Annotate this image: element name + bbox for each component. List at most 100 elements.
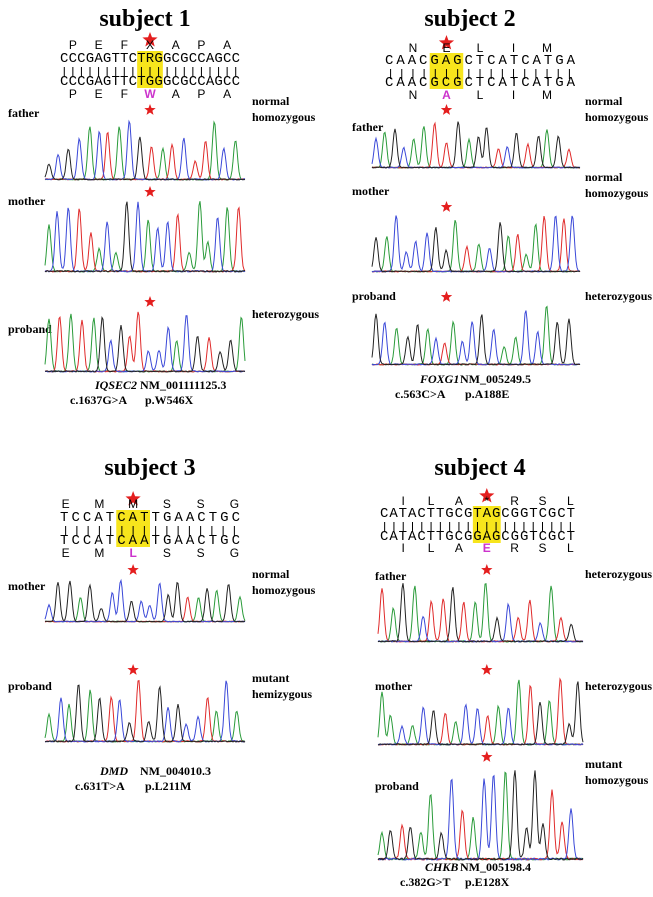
star (144, 186, 156, 197)
trace (377, 774, 584, 861)
cdna: c.382G>T (400, 875, 451, 889)
amino-acid: M (542, 88, 552, 102)
trace (44, 206, 246, 273)
amino-acid: A (223, 38, 231, 52)
trace (371, 126, 581, 169)
amino-acid: N (409, 41, 418, 55)
zygosity: heterozygous (252, 307, 319, 321)
sequence: CCCGAGTTCTGGGCGCCAGCC (60, 74, 240, 90)
zygosity: normal (252, 567, 290, 581)
gene: CHKB (425, 860, 458, 874)
amino-acid: A (442, 88, 451, 102)
amino-acid: R (510, 541, 519, 555)
amino-acid: W (144, 87, 156, 101)
amino-acid: E (62, 497, 70, 511)
panel-title: subject 1 (99, 6, 190, 32)
amino-acid: P (69, 87, 77, 101)
trace (44, 313, 246, 373)
star (144, 104, 156, 115)
panel-title: subject 3 (104, 455, 195, 481)
star (440, 104, 453, 115)
amino-acid: G (230, 546, 239, 560)
amino-acid: A (172, 87, 180, 101)
amino-acid: A (455, 494, 463, 508)
amino-acid: N (409, 88, 418, 102)
trace (371, 313, 581, 366)
star (125, 491, 141, 506)
zygosity: heterozygous (585, 289, 652, 303)
zygosity: heterozygous (585, 567, 652, 581)
trace (44, 120, 246, 181)
amino-acid: S (163, 546, 171, 560)
track-label: father (352, 120, 384, 134)
amino-acid: L (428, 494, 435, 508)
sequence: CCCGAGTTCTRGGCGCCAGCC (60, 51, 240, 67)
star (481, 751, 493, 762)
gene: FOXG1 (419, 372, 459, 386)
panel-title: subject 4 (434, 455, 525, 481)
amino-acid: M (542, 41, 552, 55)
zygosity: mutant (585, 757, 622, 771)
amino-acid: S (538, 494, 546, 508)
amino-acid: I (512, 88, 515, 102)
track-label: mother (8, 579, 46, 593)
amino-acid: L (477, 41, 484, 55)
star (440, 291, 453, 302)
zygosity: homozygous (585, 110, 649, 124)
track-label: proband (8, 679, 52, 693)
star (479, 488, 495, 503)
transcript: NM_005249.5 (460, 372, 531, 386)
amino-acid: L (428, 541, 435, 555)
amino-acid: P (197, 87, 205, 101)
amino-acid: * (484, 494, 489, 508)
trace (44, 136, 246, 181)
track-label: proband (375, 779, 419, 793)
amino-acid: P (69, 38, 77, 52)
track-label: father (8, 106, 40, 120)
trace (44, 580, 246, 623)
zygosity: normal (585, 94, 623, 108)
amino-acid: F (121, 87, 128, 101)
trace (371, 121, 581, 169)
amino-acid: I (402, 541, 405, 555)
amino-acid: S (163, 497, 171, 511)
protein: p.E128X (465, 875, 510, 889)
zygosity: homozygous (585, 186, 649, 200)
panel-title: subject 2 (424, 6, 515, 32)
trace (377, 770, 584, 861)
amino-acid: I (402, 494, 405, 508)
amino-acid: L (567, 494, 574, 508)
amino-acid: L (567, 541, 574, 555)
amino-acid: S (538, 541, 546, 555)
amino-acid: I (512, 41, 515, 55)
cdna: c.563C>A (395, 387, 446, 401)
sequence: CAACGAGCTCATCATGA (385, 53, 576, 69)
amino-acid: A (223, 87, 231, 101)
amino-acid: L (477, 88, 484, 102)
trace (44, 201, 245, 273)
gene: IQSEC2 (94, 378, 137, 392)
trace (44, 680, 246, 743)
track-label: proband (8, 322, 52, 336)
trace (377, 602, 584, 643)
transcript: NM_004010.3 (140, 764, 211, 778)
transcript: NM_005198.4 (460, 860, 531, 874)
amino-acid: A (455, 541, 463, 555)
transcript: NM_001111125.3 (140, 378, 226, 392)
star (144, 296, 156, 307)
amino-acid: A (172, 38, 180, 52)
track-label: mother (352, 184, 390, 198)
amino-acid: E (483, 541, 491, 555)
zygosity: mutant (252, 671, 289, 685)
star (481, 564, 493, 575)
trace (44, 316, 246, 373)
star (142, 32, 158, 47)
trace (377, 582, 584, 643)
star (127, 664, 139, 675)
amino-acid: G (230, 497, 239, 511)
trace (44, 684, 246, 743)
amino-acid: S (197, 497, 205, 511)
protein: p.A188E (465, 387, 509, 401)
zygosity: heterozygous (585, 679, 652, 693)
